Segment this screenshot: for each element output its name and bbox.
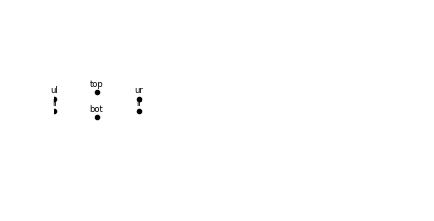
- Text: ul: ul: [50, 86, 58, 95]
- Text: top: top: [89, 80, 103, 89]
- Text: bot: bot: [89, 105, 103, 114]
- Text: lr: lr: [135, 99, 141, 108]
- Text: ur: ur: [134, 86, 143, 95]
- Text: ll: ll: [52, 99, 56, 108]
